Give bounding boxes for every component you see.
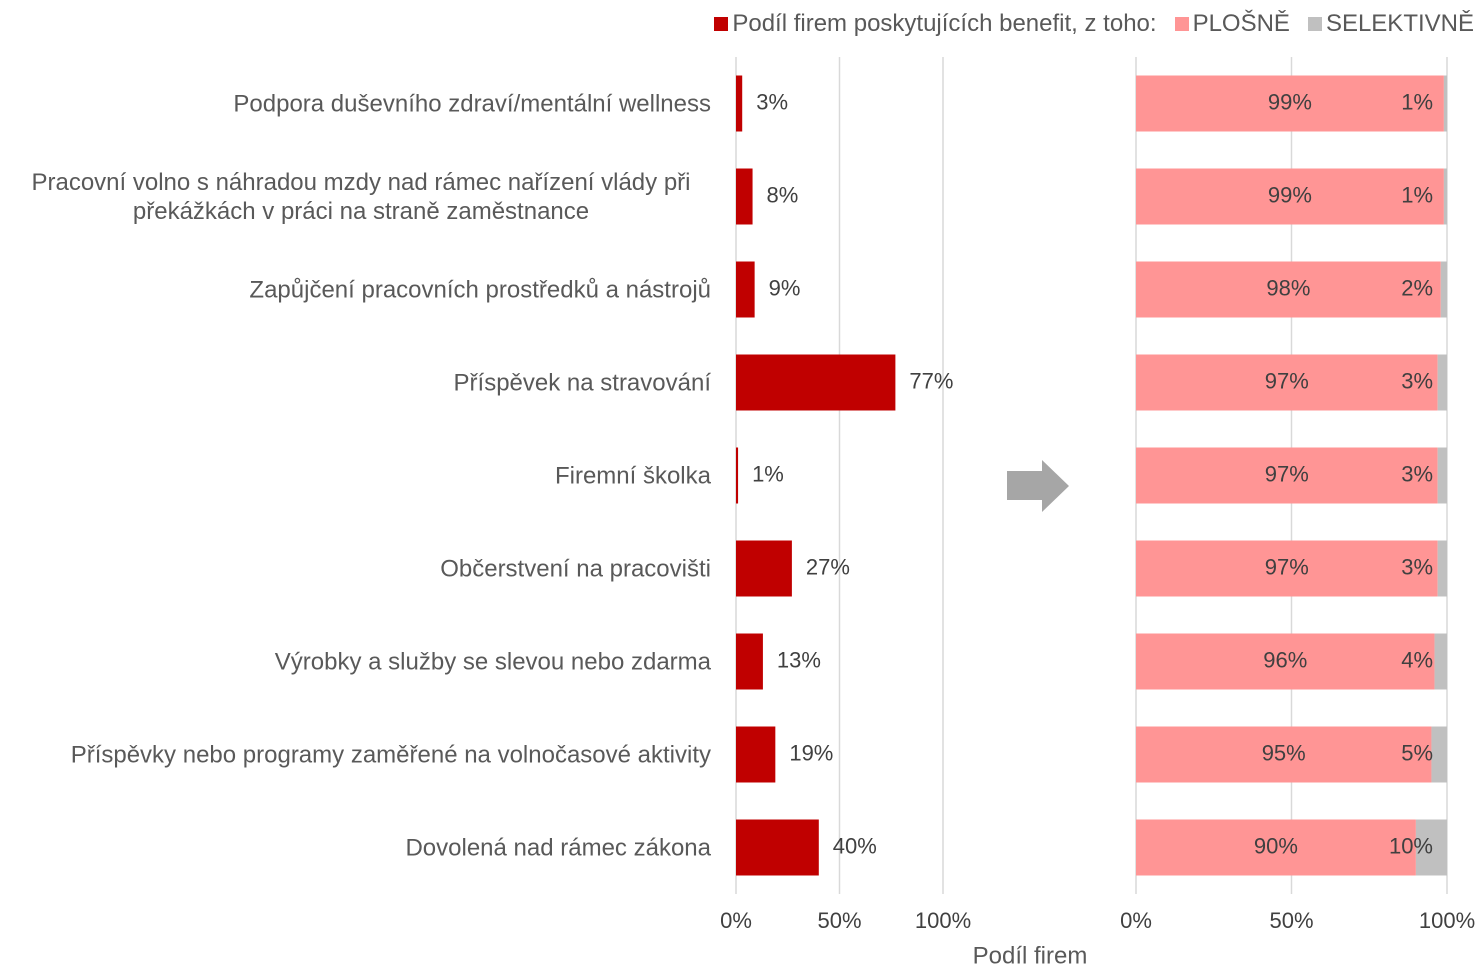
value-label: 9% <box>769 275 801 300</box>
x-tick-label: 0% <box>720 908 752 933</box>
value-label: 5% <box>1401 740 1433 765</box>
category-label: Výrobky a služby se slevou nebo zdarma <box>274 648 711 675</box>
category-label: Příspěvky nebo programy zaměřené na voln… <box>70 741 711 768</box>
bar-segment <box>1136 354 1438 411</box>
value-label: 99% <box>1268 182 1312 207</box>
value-label: 40% <box>833 833 877 858</box>
category-label: Občerstvení na pracovišti <box>440 555 711 582</box>
legend-swatch <box>714 17 729 31</box>
legend-swatch <box>1307 17 1322 31</box>
bar <box>736 540 792 597</box>
category-label-box: Pracovní volno s náhradou mzdy nad rámec… <box>11 168 711 226</box>
category-label: Firemní školka <box>554 462 711 489</box>
legend-label: Podíl firem poskytujících benefit, z toh… <box>732 10 1157 37</box>
category-label-box: Občerstvení na pracovišti <box>440 554 711 583</box>
value-label: 97% <box>1265 461 1309 486</box>
value-label: 8% <box>767 182 799 207</box>
value-label: 3% <box>1401 554 1433 579</box>
bar-segment <box>1431 726 1447 783</box>
bar <box>736 261 755 318</box>
x-tick-label: 50% <box>817 908 861 933</box>
category-label: Zapůjčení pracovních prostředků a nástro… <box>249 276 711 303</box>
bar <box>736 447 739 504</box>
legend-label: SELEKTIVNĚ <box>1325 10 1474 37</box>
category-label: Podpora duševního zdraví/mentální wellne… <box>233 90 711 117</box>
bar-segment <box>1136 447 1438 504</box>
category-label: Příspěvek na stravování <box>453 369 711 396</box>
category-label-box: Zapůjčení pracovních prostředků a nástro… <box>249 275 711 304</box>
value-label: 10% <box>1389 833 1433 858</box>
value-label: 1% <box>752 461 784 486</box>
value-label: 99% <box>1268 89 1312 114</box>
x-tick-label: 100% <box>1419 908 1475 933</box>
bar-segment <box>1437 447 1447 504</box>
bar-segment <box>1136 819 1416 876</box>
bar <box>736 168 753 225</box>
category-label-box: Příspěvky nebo programy zaměřené na voln… <box>71 740 711 769</box>
bar-segment <box>1136 540 1438 597</box>
bar-segment <box>1136 633 1435 690</box>
value-label: 97% <box>1265 554 1309 579</box>
value-label: 27% <box>806 554 850 579</box>
legend: Podíl firem poskytujících benefit, z toh… <box>714 10 1474 38</box>
bar <box>736 354 896 411</box>
bar <box>736 633 763 690</box>
bar-segment <box>1136 726 1432 783</box>
bar-segment <box>1437 540 1447 597</box>
bar-segment <box>1440 261 1447 318</box>
category-label-box: Podpora duševního zdraví/mentální wellne… <box>233 89 711 118</box>
x-tick-label: 0% <box>1120 908 1152 933</box>
bar-segment <box>1443 75 1447 132</box>
bar-segment <box>1136 168 1444 225</box>
bar <box>736 75 743 132</box>
bar-segment <box>1136 75 1444 132</box>
category-label-box: Dovolená nad rámec zákona <box>405 833 711 862</box>
bar <box>736 819 819 876</box>
value-label: 19% <box>789 740 833 765</box>
bar-segment <box>1443 168 1447 225</box>
legend-swatch <box>1174 17 1189 31</box>
legend-label: PLOŠNĚ <box>1192 10 1290 37</box>
value-label: 96% <box>1263 647 1307 672</box>
value-label: 3% <box>756 89 788 114</box>
category-label-box: Příspěvek na stravování <box>454 368 711 397</box>
bar-segment <box>1136 261 1441 318</box>
value-label: 4% <box>1401 647 1433 672</box>
value-label: 2% <box>1401 275 1433 300</box>
x-axis-title: Podíl firem <box>973 942 1088 968</box>
value-label: 98% <box>1266 275 1310 300</box>
value-label: 1% <box>1401 182 1433 207</box>
category-label-box: Výrobky a služby se slevou nebo zdarma <box>275 647 711 676</box>
value-label: 77% <box>909 368 953 393</box>
x-tick-label: 100% <box>915 908 971 933</box>
value-label: 3% <box>1401 368 1433 393</box>
value-label: 95% <box>1262 740 1306 765</box>
value-label: 3% <box>1401 461 1433 486</box>
value-label: 90% <box>1254 833 1298 858</box>
category-label: Pracovní volno s náhradou mzdy nad rámec… <box>31 168 691 225</box>
value-label: 97% <box>1265 368 1309 393</box>
arrow <box>1007 460 1069 512</box>
category-label-box: Firemní školka <box>555 461 711 490</box>
bar <box>736 726 776 783</box>
x-tick-label: 50% <box>1269 908 1313 933</box>
bar-segment <box>1437 354 1447 411</box>
value-label: 13% <box>777 647 821 672</box>
value-label: 1% <box>1401 89 1433 114</box>
bar-segment <box>1415 819 1447 876</box>
bar-segment <box>1434 633 1447 690</box>
category-label: Dovolená nad rámec zákona <box>405 834 711 861</box>
